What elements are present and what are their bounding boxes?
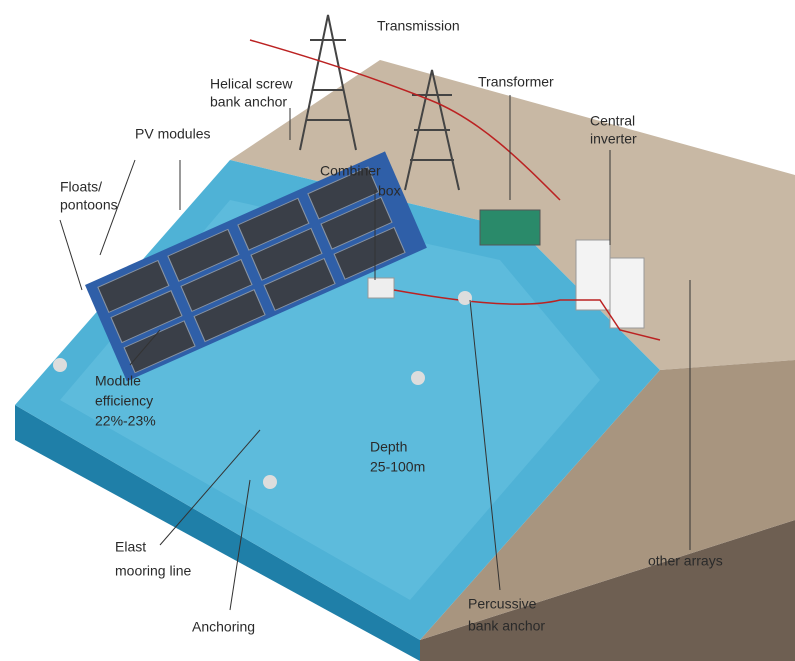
label: Central <box>590 113 635 129</box>
label: Transmission <box>377 18 460 34</box>
towers <box>299 14 460 191</box>
label: Percussive <box>468 596 537 612</box>
soil-side <box>420 520 795 661</box>
inverter <box>609 257 645 329</box>
label: 22%-23% <box>95 413 156 429</box>
label: mooring line <box>115 563 191 579</box>
label: Elast <box>115 539 146 555</box>
label: Helical screw <box>210 76 293 92</box>
combiner-box <box>367 277 395 299</box>
scene <box>15 14 795 661</box>
float-array <box>85 151 427 382</box>
transformer <box>479 209 541 246</box>
labels: Transmission Helical screw bank anchor Tran… <box>60 18 723 635</box>
power-line <box>249 39 561 201</box>
leaders <box>59 95 691 611</box>
label: efficiency <box>95 393 153 409</box>
label: Module <box>95 373 141 389</box>
land-slope <box>420 360 795 640</box>
label: inverter <box>590 131 637 147</box>
inverter <box>575 239 611 311</box>
label: bank anchor <box>210 94 287 110</box>
label: pontoons <box>60 197 118 213</box>
anchor <box>53 358 67 372</box>
label: Floats/ <box>60 179 102 195</box>
label: Transformer <box>478 74 554 90</box>
water-side <box>15 405 420 661</box>
anchor <box>411 371 425 385</box>
label: box <box>378 183 401 199</box>
anchor <box>458 291 472 305</box>
label: PV modules <box>135 126 210 142</box>
label: bank anchor <box>468 618 545 634</box>
anchor <box>263 475 277 489</box>
label: other arrays <box>648 553 723 569</box>
label: Combiner <box>320 163 381 179</box>
label: Anchoring <box>192 619 255 635</box>
label: Depth <box>370 439 407 455</box>
cable <box>393 289 661 341</box>
label: 25-100m <box>370 459 425 475</box>
